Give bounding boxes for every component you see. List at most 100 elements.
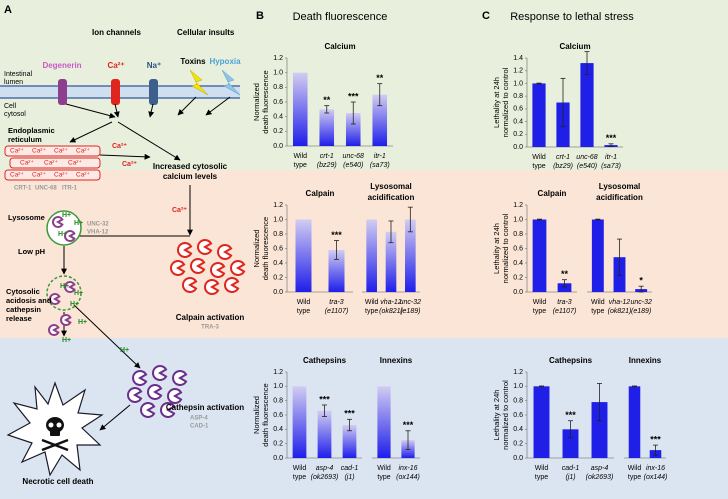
y-axis-label: normalized to control [501,67,510,137]
bar [319,109,335,146]
x-tick-label: asp-4 [591,465,609,472]
chart-title: Cathepsins [549,356,593,365]
y-tick-label: 0.0 [513,144,523,151]
er-calcium: Ca²⁺ [54,148,68,155]
protease [127,387,143,403]
er-calcium: Ca²⁺ [32,148,46,155]
y-tick-label: 0.2 [273,274,283,281]
label: cathepsin [6,305,41,314]
bar [557,283,572,292]
band-lysosome [0,170,728,338]
significance: ** [561,269,569,279]
bar [591,219,604,292]
y-tick-label: 0.8 [513,93,523,100]
label: release [6,314,32,323]
y-tick-label: 0.0 [273,143,283,150]
bar [317,410,332,458]
x-tick-label: type [591,308,604,315]
chart-title: Innexins [629,356,662,365]
chart-title: Lysosomal [370,182,412,191]
y-tick-label: 0.0 [513,455,523,462]
band-cathepsin [0,338,728,499]
arrows [61,96,231,431]
label: Cathepsin activation [166,403,244,412]
bar [292,72,308,146]
y-axis-label: death fluorescence [261,217,270,280]
significance: *** [650,434,661,444]
x-tick-label: Wild [532,154,546,161]
x-tick-label: type [365,308,378,315]
bar [591,402,608,458]
protease [210,262,226,278]
x-tick-label: cad-1 [341,465,359,472]
protease [217,244,233,260]
x-tick-label: Wild [628,465,642,472]
bar [580,63,594,148]
x-tick-label: (ok2693) [311,474,339,481]
bar [366,219,377,292]
protease [64,230,76,242]
proton: H+ [62,337,71,344]
er-calcium: Ca²⁺ [10,172,24,179]
y-tick-label: 0.6 [513,412,523,419]
label: cytosol [4,111,26,118]
er-calcium: Ca²⁺ [68,160,82,167]
label: CRT-1 [14,186,32,192]
bar [295,219,312,292]
x-tick-label: tra-3 [557,299,572,306]
x-tick-label: Wild [365,299,379,306]
y-tick-label: 1.2 [273,202,283,209]
x-tick-label: Wild [297,299,311,306]
label: Ca²⁺ [172,207,187,214]
x-tick-label: type [377,474,390,481]
hypoxia-bolt [221,69,241,96]
y-tick-label: 1.2 [513,68,523,75]
panel-title: Response to lethal stress [510,11,634,23]
y-axis-label: Lethality at 24h [492,390,501,441]
significance: *** [319,394,330,404]
bar [345,113,361,146]
er-calcium: Ca²⁺ [10,148,24,155]
x-tick-label: (e1107) [325,308,349,315]
y-tick-label: 0.2 [513,131,523,138]
sodium-channel [149,79,158,105]
bar [405,219,416,292]
y-axis-label: Lethality at 24h [492,223,501,274]
bar [532,83,546,147]
chart-title: acidification [596,193,643,202]
bar [532,219,547,292]
bar [377,386,391,458]
x-tick-label: type [533,308,546,315]
x-tick-label: Wild [293,465,307,472]
label: Low pH [18,247,45,256]
label: Endoplasmic [8,126,55,135]
y-tick-label: 1.2 [513,202,523,209]
y-axis-label: Normalized [252,83,261,121]
x-tick-label: (bz29) [553,163,573,170]
proton: H+ [60,283,69,290]
x-tick-label: unc-32 [400,299,422,306]
y-axis-label: death fluorescence [261,383,270,446]
x-tick-label: (j1) [344,474,354,481]
y-tick-label: 0.0 [273,289,283,296]
protease [224,277,240,293]
label: Ca²⁺ [107,61,124,70]
y-axis-label: death fluorescence [261,70,270,133]
x-tick-label: (sa73) [370,162,390,169]
skull [41,417,69,452]
protease [230,260,246,276]
y-tick-label: 1.0 [273,70,283,77]
label: ASP-4 [190,416,208,422]
y-tick-label: 1.4 [513,55,523,62]
er-compartments [4,145,101,181]
y-tick-label: 0.8 [273,398,283,405]
label: Ca²⁺ [112,143,127,150]
y-tick-label: 0.6 [273,412,283,419]
x-tick-label: Wild [591,299,605,306]
er-calcium: Ca²⁺ [54,172,68,179]
chart-title: Innexins [380,356,413,365]
y-axis-label: normalized to control [501,380,510,450]
significance: ** [323,95,331,105]
x-tick-label: (ok2693) [586,474,614,481]
